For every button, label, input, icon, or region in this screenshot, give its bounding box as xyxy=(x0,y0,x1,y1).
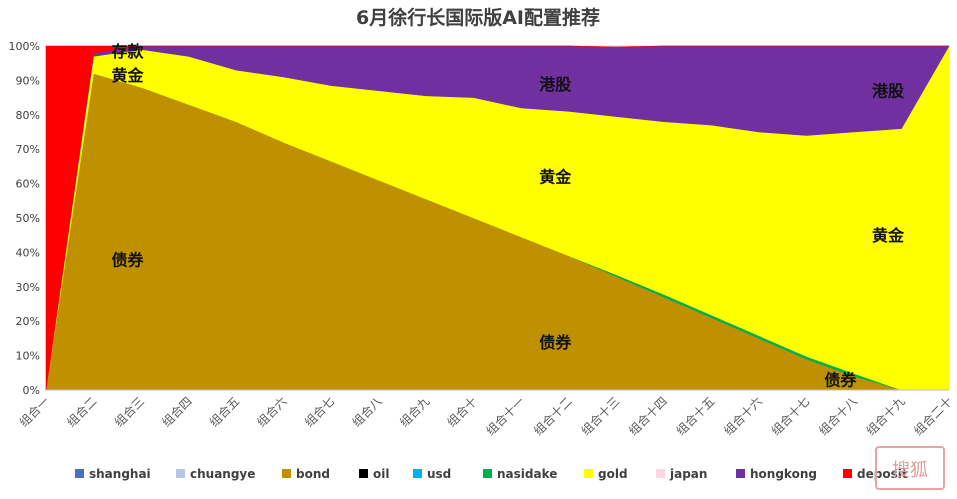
legend-label: gold xyxy=(598,467,628,481)
x-tick-label: 组合五 xyxy=(206,394,242,430)
legend-label: bond xyxy=(296,467,330,481)
legend-label: japan xyxy=(669,467,707,481)
x-tick-label: 组合二十 xyxy=(911,394,956,439)
y-axis: 0% 10% 20% 30% 40% 50% 60% 70% 80% 90% 100% xyxy=(9,40,40,397)
seal-text: 搜狐 xyxy=(892,460,928,481)
x-tick-label: 组合十七 xyxy=(768,394,813,439)
legend-item-japan: japan xyxy=(656,467,707,481)
x-tick-label: 组合十三 xyxy=(578,394,623,439)
watermark-seal: 搜狐 xyxy=(875,446,945,490)
legend-swatch xyxy=(176,469,185,478)
annotation-label: 港股 xyxy=(539,75,572,94)
legend-item-usd: usd xyxy=(413,467,451,481)
legend-item-chuangye: chuangye xyxy=(176,467,255,481)
legend-swatch xyxy=(413,469,422,478)
x-tick-label: 组合十六 xyxy=(720,394,765,439)
x-tick-label: 组合十四 xyxy=(625,394,670,439)
y-tick-label: 20% xyxy=(16,315,40,328)
x-tick-label: 组合十五 xyxy=(673,394,718,439)
legend-swatch xyxy=(736,469,745,478)
x-tick-label: 组合三 xyxy=(111,394,147,430)
annotation-label: 债券 xyxy=(824,371,857,390)
legend-item-deposit: deposit xyxy=(843,467,908,481)
legend-swatch xyxy=(584,469,593,478)
x-tick-label: 组合一 xyxy=(16,394,52,430)
legend-label: hongkong xyxy=(750,467,817,481)
legend-item-oil: oil xyxy=(359,467,389,481)
y-tick-label: 60% xyxy=(16,178,40,191)
x-tick-label: 组合十 xyxy=(444,394,480,430)
x-tick-label: 组合八 xyxy=(349,394,385,430)
legend-label: deposit xyxy=(857,467,908,481)
plot-areas xyxy=(45,44,950,391)
y-tick-label: 30% xyxy=(16,281,40,294)
legend-swatch xyxy=(359,469,368,478)
x-tick-label: 组合二 xyxy=(64,394,100,430)
x-tick-label: 组合十八 xyxy=(816,394,861,439)
seal-border xyxy=(875,446,945,490)
x-tick-label: 组合十九 xyxy=(863,394,908,439)
x-tick-label: 组合七 xyxy=(301,394,337,430)
annotation-label: 黄金 xyxy=(112,66,145,85)
annotation-label: 债券 xyxy=(112,250,145,269)
legend-swatch xyxy=(75,469,84,478)
x-tick-label: 组合四 xyxy=(159,394,195,430)
annotation-label: 黄金 xyxy=(872,226,905,245)
y-tick-label: 10% xyxy=(16,350,40,363)
y-tick-label: 80% xyxy=(16,109,40,122)
legend-label: nasidake xyxy=(497,467,557,481)
y-tick-label: 100% xyxy=(9,40,40,53)
legend-label: usd xyxy=(427,467,451,481)
legend-item-bond: bond xyxy=(282,467,330,481)
legend-item-gold: gold xyxy=(584,467,628,481)
legend-item-shanghai: shanghai xyxy=(75,467,151,481)
annotation-label: 存款 xyxy=(112,42,145,61)
legend-label: chuangye xyxy=(190,467,255,481)
chart-title: 6月徐行长国际版AI配置推荐 xyxy=(356,6,600,29)
x-axis: 组合一 组合二 组合三 组合四 组合五 组合六 组合七 组合八 组合九 组合十 组合十一 组合十二 组合… xyxy=(16,389,956,439)
legend-item-nasidake: nasidake xyxy=(483,467,557,481)
legend-label: shanghai xyxy=(89,467,151,481)
annotation-label: 港股 xyxy=(872,82,905,101)
y-tick-label: 70% xyxy=(16,143,40,156)
legend-item-hongkong: hongkong xyxy=(736,467,817,481)
x-tick-label: 组合十一 xyxy=(483,394,528,439)
x-tick-label: 组合六 xyxy=(254,394,290,430)
y-tick-label: 90% xyxy=(16,74,40,87)
legend-swatch xyxy=(843,469,852,478)
annotation-label: 债券 xyxy=(539,333,572,352)
legend: shanghai chuangye bond oil usd nasidake gold ja… xyxy=(75,467,908,481)
x-tick-label: 组合九 xyxy=(396,394,432,430)
y-tick-label: 0% xyxy=(23,384,40,397)
x-tick-label: 组合十二 xyxy=(530,394,575,439)
area-deposit xyxy=(45,45,949,391)
legend-swatch xyxy=(656,469,665,478)
legend-swatch xyxy=(483,469,492,478)
legend-swatch xyxy=(282,469,291,478)
y-tick-label: 50% xyxy=(16,212,40,225)
annotation-label: 黄金 xyxy=(539,168,572,187)
y-tick-label: 40% xyxy=(16,246,40,259)
legend-label: oil xyxy=(373,467,389,481)
